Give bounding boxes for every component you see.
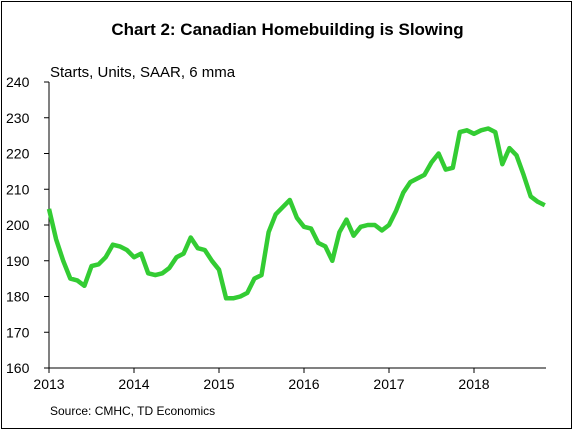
y-tick-label: 170: [6, 324, 30, 340]
x-tick-label: 2015: [203, 376, 234, 392]
y-tick-label: 230: [6, 110, 30, 126]
x-tick-label: 2014: [118, 376, 149, 392]
x-tick-label: 2018: [458, 376, 489, 392]
y-axis-units-label: Starts, Units, SAAR, 6 mma: [50, 64, 236, 81]
y-tick-label: 160: [6, 360, 30, 376]
x-tick-label: 2013: [33, 376, 64, 392]
source-note: Source: CMHC, TD Economics: [50, 404, 216, 418]
y-tick-label: 240: [6, 74, 30, 90]
x-tick-label: 2016: [288, 376, 319, 392]
series-line: [46, 126, 546, 301]
y-tick-label: 210: [6, 181, 30, 197]
y-tick-label: 220: [6, 146, 30, 162]
y-tick-label: 190: [6, 253, 30, 269]
chart-title: Chart 2: Canadian Homebuilding is Slowin…: [111, 20, 464, 39]
x-tick-label: 2017: [373, 376, 404, 392]
y-tick-label: 180: [6, 289, 30, 305]
y-tick-label: 200: [6, 217, 30, 233]
